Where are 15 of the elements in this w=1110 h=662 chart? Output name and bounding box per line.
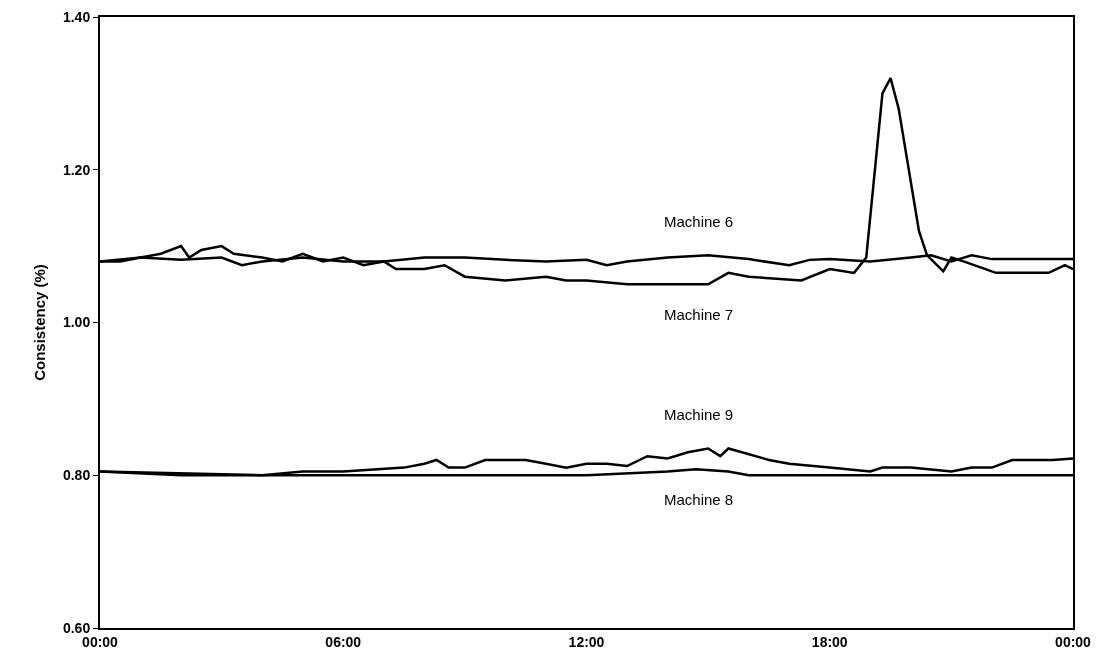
x-tick-label: 06:00	[325, 633, 362, 650]
x-tick-label: 12:00	[568, 633, 605, 650]
series-label: Machine 7	[664, 306, 734, 323]
x-tick-label: 00:00	[1055, 633, 1092, 650]
y-tick-label: 1.00	[62, 314, 91, 331]
series-label: Machine 9	[664, 406, 734, 423]
x-tick-label: 00:00	[82, 633, 119, 650]
y-tick-label: 0.60	[62, 619, 91, 636]
series-label: Machine 8	[664, 491, 734, 508]
y-tick-label: 1.20	[62, 161, 91, 178]
y-axis-title: Consistency (%)	[30, 264, 48, 381]
series-label: Machine 6	[664, 213, 734, 230]
y-tick-label: 1.40	[62, 8, 91, 25]
y-tick-label: 0.80	[62, 467, 91, 484]
x-tick-label: 18:00	[811, 633, 848, 650]
